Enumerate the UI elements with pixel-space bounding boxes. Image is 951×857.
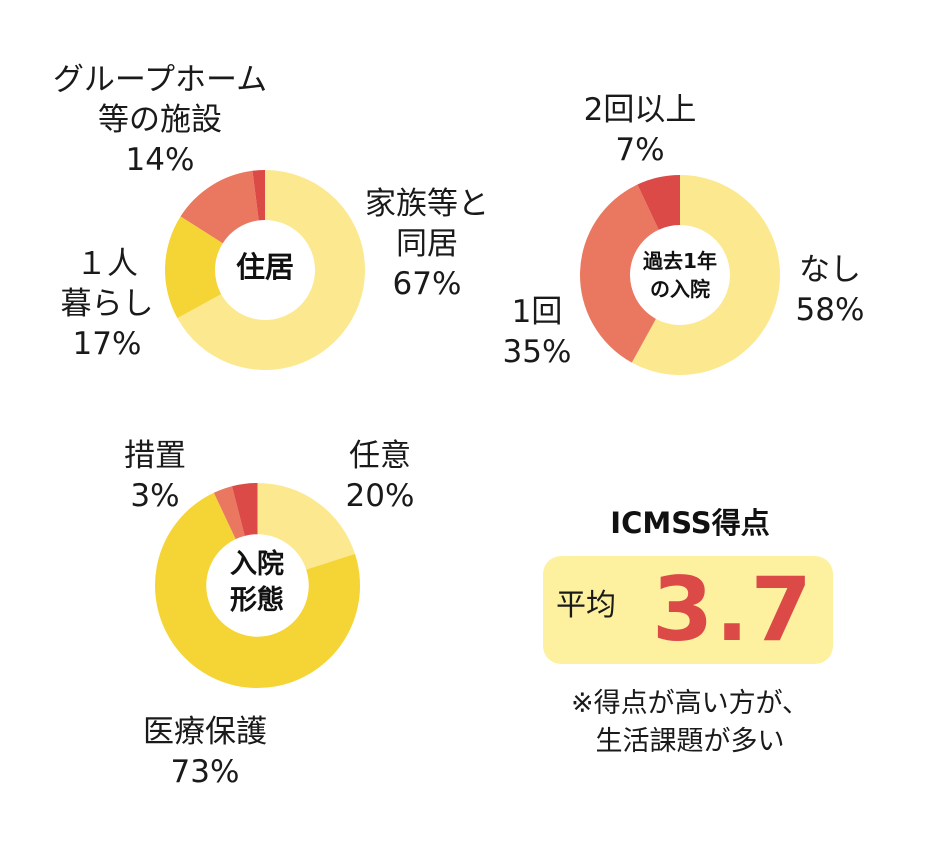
label-line: 73%	[170, 754, 240, 790]
center-label-line: 形態	[230, 585, 284, 616]
donut-slice-2-2	[213, 486, 245, 540]
hospitalization-donut-chart: 過去1年 の入院	[580, 175, 780, 375]
label-line: 家族等と	[365, 186, 489, 222]
label-line: 7%	[615, 132, 665, 168]
label-line: 同居	[396, 226, 458, 262]
label-line: 67%	[392, 266, 462, 302]
hospitalization-donut-svg	[580, 175, 780, 375]
donut-slice-1-2	[637, 175, 680, 230]
donut-slice-1-1	[580, 184, 659, 363]
label-line: 暮らし	[60, 286, 154, 322]
residence-donut-svg	[165, 170, 365, 370]
label-line: 58%	[795, 292, 865, 328]
label-line: 医療保護	[143, 714, 267, 750]
slice-label-none: なし 58%	[785, 250, 875, 330]
donut-slice-0-2	[180, 170, 259, 244]
hospitalization-center-label: 過去1年 の入院	[625, 247, 735, 303]
donut-slice-0-0	[177, 170, 365, 370]
label-line: １人	[76, 246, 138, 282]
donut-slice-0-3	[252, 170, 265, 221]
label-line: 17%	[72, 326, 142, 362]
score-note-line: 生活課題が多い	[595, 726, 785, 757]
score-prefix: 平均	[556, 588, 616, 623]
score-box	[543, 556, 833, 664]
residence-donut-chart: 住居	[165, 170, 365, 370]
label-line: グループホーム	[52, 62, 268, 98]
label-line: 3%	[130, 478, 180, 514]
donut-slice-0-1	[165, 216, 223, 319]
score-note-line: ※得点が高い方が、	[570, 688, 810, 719]
donut-slice-2-1	[155, 492, 360, 688]
label-line: なし	[799, 252, 861, 288]
admission-type-donut-chart: 入院 形態	[155, 483, 360, 688]
center-label-line: の入院	[650, 277, 710, 301]
label-line: 20%	[345, 478, 415, 514]
label-line: 35%	[502, 334, 572, 370]
score-note: ※得点が高い方が、 生活課題が多い	[540, 685, 840, 761]
slice-label-medical-protection: 医療保護 73%	[120, 712, 290, 792]
label-line: 任意	[349, 438, 411, 474]
center-label-line: 過去1年	[643, 249, 717, 273]
slice-label-group-home: グループホーム 等の施設 14%	[30, 60, 290, 180]
residence-center-label: 住居	[215, 248, 315, 286]
label-line: 等の施設	[98, 102, 222, 138]
label-line: 1回	[511, 294, 563, 330]
label-line: 2回以上	[583, 92, 697, 128]
slice-label-alone: １人 暮らし 17%	[42, 244, 172, 364]
center-label-line: 入院	[230, 549, 284, 580]
score-value: 3.7	[652, 558, 814, 661]
slice-label-family: 家族等と 同居 67%	[352, 184, 502, 304]
admission-type-center-label: 入院 形態	[207, 547, 307, 619]
slice-label-twice-or-more: 2回以上 7%	[565, 90, 715, 170]
label-line: 14%	[125, 142, 195, 178]
slice-label-measure: 措置 3%	[110, 436, 200, 516]
slice-label-once: 1回 35%	[492, 292, 582, 372]
slice-label-voluntary: 任意 20%	[330, 436, 430, 516]
donut-slice-2-3	[232, 483, 258, 536]
label-line: 措置	[124, 438, 186, 474]
admission-type-donut-svg	[155, 483, 360, 688]
score-title: ICMSS得点	[610, 506, 770, 540]
donut-slice-1-0	[631, 175, 780, 375]
center-label-line: 住居	[235, 250, 294, 284]
donut-slice-2-0	[257, 483, 355, 570]
